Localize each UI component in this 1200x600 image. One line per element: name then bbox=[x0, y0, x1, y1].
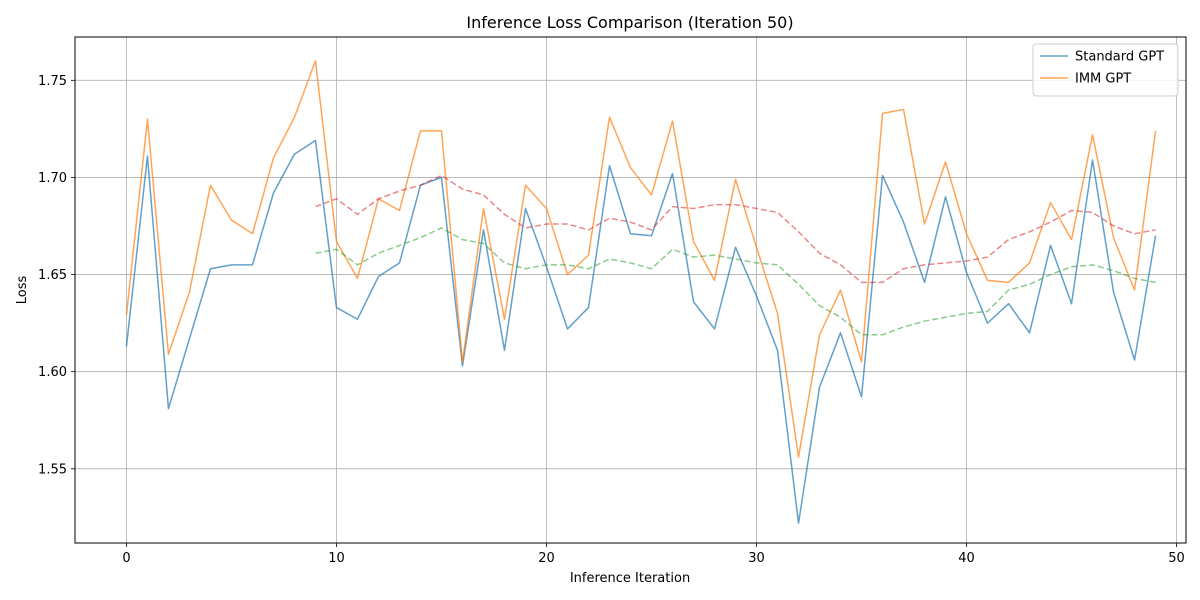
x-tick-label: 50 bbox=[1168, 551, 1185, 566]
y-axis-ticks: 1.55 1.60 1.65 1.70 1.75 bbox=[38, 74, 75, 477]
x-tick-label: 0 bbox=[122, 551, 130, 566]
gridlines bbox=[75, 37, 1186, 543]
x-axis-label: Inference Iteration bbox=[570, 571, 690, 586]
series-line-dashed-3 bbox=[315, 174, 1156, 284]
legend-label: Standard GPT bbox=[1075, 50, 1164, 65]
y-tick-label: 1.65 bbox=[38, 268, 67, 283]
series-line-dashed-2 bbox=[315, 227, 1156, 336]
legend-label: IMM GPT bbox=[1075, 72, 1131, 87]
series-lines bbox=[125, 60, 1157, 524]
x-axis-ticks: 0 10 20 30 40 50 bbox=[122, 543, 1185, 566]
legend: Standard GPT IMM GPT bbox=[1032, 43, 1179, 97]
y-tick-label: 1.70 bbox=[38, 171, 67, 186]
x-tick-label: 10 bbox=[328, 551, 345, 566]
x-tick-label: 40 bbox=[958, 551, 975, 566]
y-tick-label: 1.75 bbox=[38, 74, 67, 89]
series-line-standard-gpt bbox=[125, 139, 1157, 524]
chart-title: Inference Loss Comparison (Iteration 50) bbox=[466, 13, 793, 32]
plot-area: 0 10 20 30 40 50 1.55 1.60 1.65 1.70 1.75 bbox=[38, 36, 1187, 566]
x-tick-label: 20 bbox=[538, 551, 555, 566]
legend-box bbox=[1032, 43, 1179, 97]
y-axis-label: Loss bbox=[15, 276, 30, 305]
plot-frame bbox=[74, 36, 1187, 544]
series-line-imm-gpt bbox=[125, 60, 1157, 458]
y-tick-label: 1.55 bbox=[38, 462, 67, 477]
x-tick-label: 30 bbox=[748, 551, 765, 566]
y-tick-label: 1.60 bbox=[38, 365, 67, 380]
